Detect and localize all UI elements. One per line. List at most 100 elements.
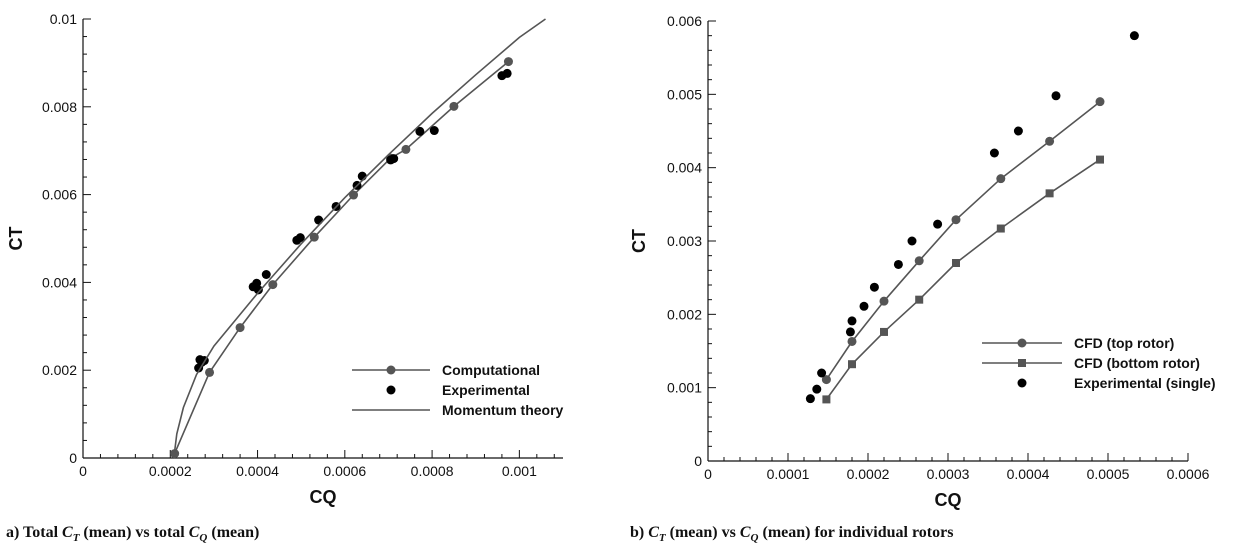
chart-a-series-momentum-theory-line <box>173 18 546 459</box>
chart-b-series-cfd-top-rotor-point <box>914 256 924 266</box>
chart-b-legend-entry: CFD (top rotor) <box>982 335 1174 351</box>
chart-a-legend-label: Computational <box>442 362 540 378</box>
caption-b-cq-subscript: Q <box>750 532 759 545</box>
chart-a-y-tick-label: 0.006 <box>42 187 77 203</box>
chart-a-legend-entry: Experimental <box>386 382 530 398</box>
chart-b-series-experimental-single-point <box>1051 91 1061 101</box>
chart-a-x-tick-label: 0.0006 <box>323 463 366 479</box>
chart-a-series-computational-point <box>401 144 411 154</box>
caption-b-cq-symbol: C <box>739 524 751 541</box>
chart-b-series-cfd-top-rotor-point <box>821 375 831 385</box>
chart-b-x-tick-label: 0.0006 <box>1167 466 1210 482</box>
chart-a-x-tick-label: 0.0004 <box>236 463 279 479</box>
chart-a-legend-entry: Computational <box>352 362 540 378</box>
chart-b-series-cfd-bottom-rotor-point <box>848 360 856 369</box>
chart-b-x-tick-label: 0.0003 <box>927 466 970 482</box>
chart-b-x-axis-title: CQ <box>935 490 962 510</box>
caption-a-cq-subscript: Q <box>199 532 208 545</box>
chart-b-x-tick-label: 0 <box>704 466 712 482</box>
chart-a-legend-marker <box>386 365 396 375</box>
chart-b-legend-marker <box>1018 359 1026 367</box>
chart-b-series-cfd-bottom-rotor-point <box>915 295 924 304</box>
chart-a-legend-label: Experimental <box>442 382 530 398</box>
chart-a-y-axis-title: CT <box>6 227 26 251</box>
caption-a-cq-symbol: C <box>188 524 200 541</box>
chart-b-series-experimental-single-point <box>1129 31 1139 41</box>
chart-b-series-cfd-top-rotor-point <box>879 296 889 306</box>
chart-a-series-experimental-point <box>429 126 439 136</box>
chart-a-series-experimental-point <box>502 68 512 78</box>
chart-b-x-tick-label: 0.0002 <box>847 466 890 482</box>
caption-b-mid: (mean) vs <box>669 524 736 541</box>
chart-b-y-tick-label: 0 <box>694 453 702 469</box>
caption-b-prefix: b) <box>630 524 645 541</box>
chart-b-series-experimental-single-point <box>893 259 903 269</box>
chart-b-series-cfd-bottom-rotor-point <box>1096 155 1104 164</box>
chart-a-series-experimental-point <box>314 215 324 225</box>
chart-b-y-tick-label: 0.002 <box>667 306 702 322</box>
chart-a-x-tick-label: 0 <box>79 463 87 479</box>
chart-a-series-experimental-point <box>295 233 305 243</box>
chart-b-y-tick-label: 0.001 <box>667 380 702 396</box>
chart-b-x-tick-label: 0.0004 <box>1007 466 1050 482</box>
chart-b-series-cfd-bottom-rotor-point <box>880 327 888 336</box>
chart-a-series-experimental-point <box>253 285 263 295</box>
chart-b-series-cfd-bottom-rotor <box>822 155 1104 404</box>
chart-a-series-computational-point <box>268 280 278 290</box>
chart-a-series-computational-point <box>235 323 245 333</box>
chart-b-series-cfd-bottom-rotor-line <box>825 158 1101 400</box>
chart-b-series-cfd-top-rotor-point <box>1045 136 1055 146</box>
chart-b-series-experimental-single-point <box>933 219 943 229</box>
chart-b-legend-marker <box>1017 378 1027 388</box>
chart-b-x-tick-label: 0.0001 <box>767 466 810 482</box>
chart-b-series-cfd-bottom-rotor-point <box>952 259 960 267</box>
chart-b-legend-label: Experimental (single) <box>1074 375 1216 391</box>
chart-a-series-computational-point <box>349 190 359 200</box>
chart-b-series-cfd-top-rotor-point <box>847 336 857 346</box>
chart-b-series-experimental-single-point <box>1013 126 1023 136</box>
chart-b-y-tick-label: 0.003 <box>667 233 702 249</box>
chart-b-series-experimental-single-point <box>812 384 822 394</box>
chart-a-series-computational-point <box>205 367 215 377</box>
chart-a-x-tick-label: 0.001 <box>502 463 537 479</box>
chart-a-legend-entry: Momentum theory <box>352 402 564 418</box>
chart-a-x-tick-label: 0.0008 <box>411 463 454 479</box>
chart-a-x-tick-label: 0.0002 <box>149 463 192 479</box>
caption-b-suffix: (mean) for individual rotors <box>762 524 954 541</box>
chart-a-series-experimental-point <box>415 126 425 136</box>
chart-b-series-cfd-bottom-rotor-point <box>1045 189 1054 198</box>
chart-a-series-computational-line <box>173 60 510 454</box>
chart-b-legend-marker <box>1017 338 1027 348</box>
chart-b-legend-entry: Experimental (single) <box>1017 375 1216 391</box>
chart-a-legend-label: Momentum theory <box>442 402 564 418</box>
chart-b-series-experimental-single-point <box>845 327 855 337</box>
chart-a-series-momentum-theory <box>173 18 546 459</box>
chart-b-y-tick-label: 0.006 <box>667 13 702 29</box>
chart-b-series-cfd-bottom-rotor-point <box>822 395 831 404</box>
chart-b-y-tick-label: 0.005 <box>667 86 702 102</box>
chart-b-series-cfd-top-rotor-point <box>1095 97 1105 107</box>
chart-b-series-cfd-top-rotor <box>821 97 1105 385</box>
chart-b-series-experimental-single-point <box>869 282 879 292</box>
caption-b: b) CT (mean) vs CQ (mean) for individual… <box>630 524 953 544</box>
chart-a-y-tick-label: 0 <box>69 450 77 466</box>
chart-a-y-tick-label: 0.01 <box>50 11 77 27</box>
chart-b-legend-label: CFD (bottom rotor) <box>1074 355 1200 371</box>
chart-a-series-experimental-point <box>261 269 271 279</box>
caption-a-ct-subscript: T <box>72 532 80 545</box>
chart-b: 0 0.0001 0.0002 0.0003 0.0004 0.0005 0.0006 0 0.… <box>629 13 1216 510</box>
chart-b-series-experimental-single-point <box>907 236 917 246</box>
chart-a-series-experimental-point <box>389 154 399 164</box>
caption-a-prefix: a) Total <box>6 524 59 541</box>
chart-b-legend-entry: CFD (bottom rotor) <box>982 355 1200 371</box>
chart-b-x-tick-label: 0.0005 <box>1087 466 1130 482</box>
caption-b-ct-symbol: C <box>648 524 659 541</box>
chart-b-legend-label: CFD (top rotor) <box>1074 335 1174 351</box>
chart-b-y-tick-label: 0.004 <box>667 160 702 176</box>
chart-a-series-experimental-point <box>357 171 367 181</box>
chart-b-series-cfd-top-rotor-point <box>996 174 1006 184</box>
caption-a-mid: (mean) vs total <box>83 524 185 541</box>
chart-a-series-computational-point <box>449 101 459 111</box>
chart-a-y-tick-label: 0.002 <box>42 362 77 378</box>
